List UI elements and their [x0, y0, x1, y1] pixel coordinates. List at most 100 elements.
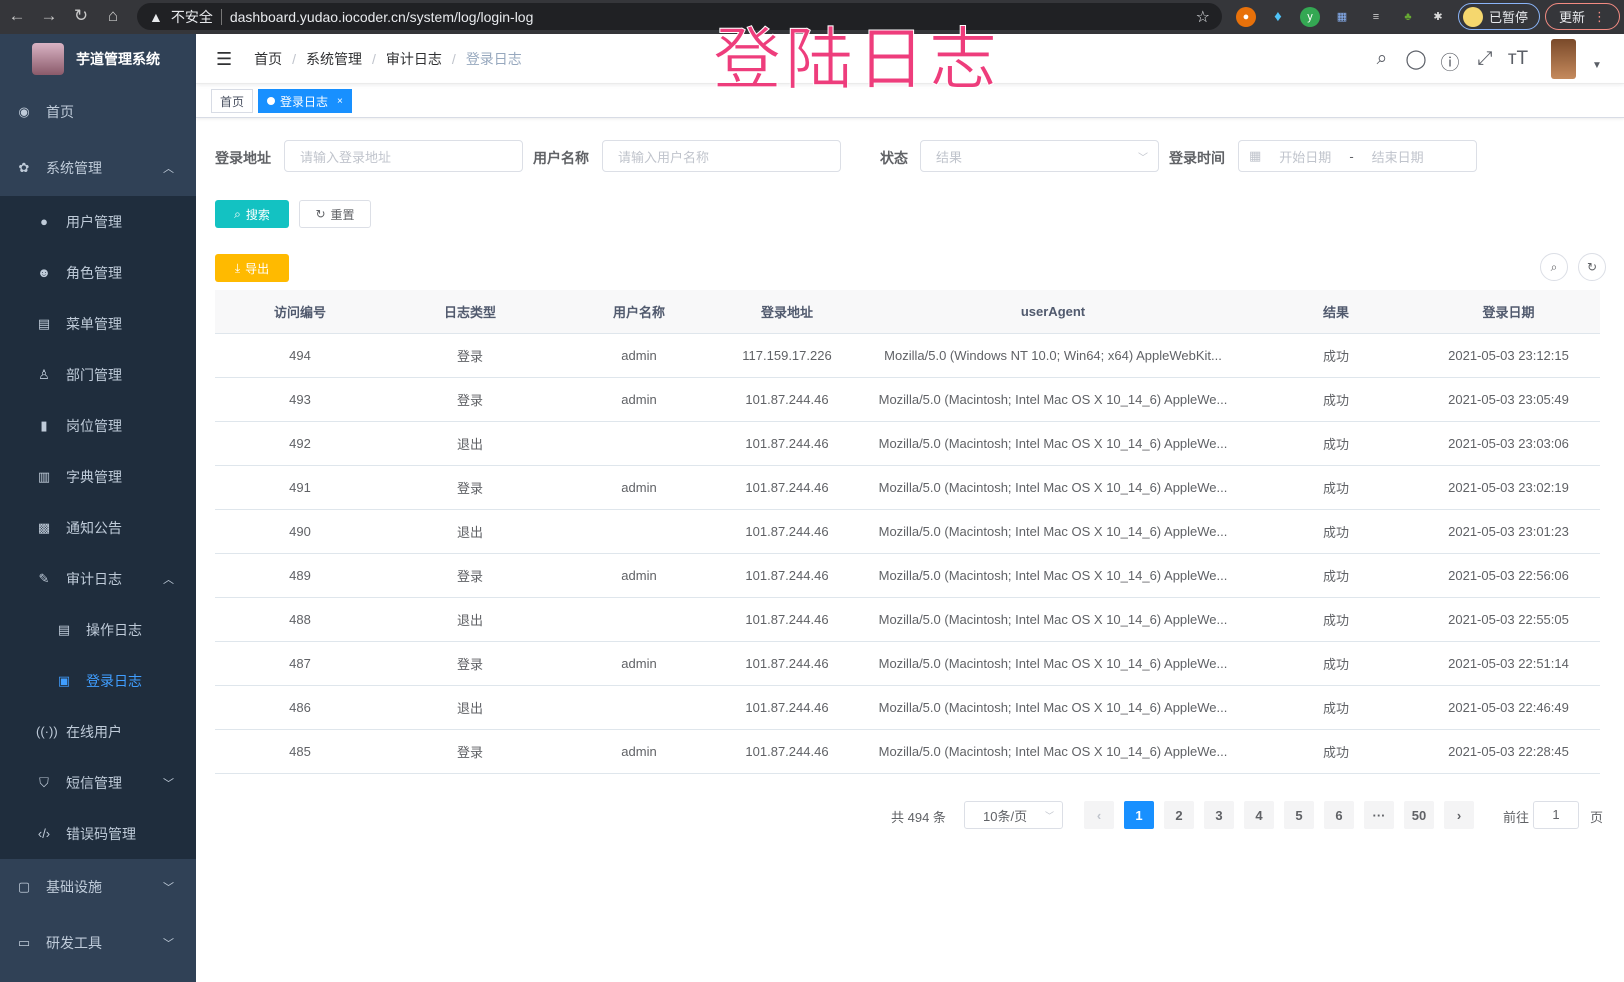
gem-extension-icon[interactable]: ♦	[1274, 8, 1282, 25]
username-input[interactable]: 请输入用户名称	[602, 140, 841, 172]
page-button[interactable]: ···	[1364, 801, 1394, 829]
grid-extension-icon[interactable]: ▦	[1336, 11, 1348, 23]
sidebar-item-menu[interactable]: ▤ 菜单管理	[0, 298, 196, 349]
sidebar-item-operate-log[interactable]: ▤ 操作日志	[0, 604, 196, 655]
help-icon[interactable]: ⓘ	[1440, 53, 1460, 74]
page-button[interactable]: 4	[1244, 801, 1274, 829]
export-button[interactable]: ⤓ 导出	[215, 254, 289, 282]
user-avatar[interactable]	[1551, 39, 1576, 79]
end-date[interactable]: 结束日期	[1371, 149, 1424, 165]
sidebar-item-user[interactable]: ● 用户管理	[0, 196, 196, 247]
sidebar-item-error-code[interactable]: ‹/› 错误码管理	[0, 808, 196, 859]
page-button[interactable]: 3	[1204, 801, 1234, 829]
column-header: 结果	[1255, 290, 1417, 334]
browser-toolbar: ← → ↻ ⌂ ▲ 不安全 dashboard.yudao.iocoder.cn…	[0, 0, 1624, 34]
reload-icon[interactable]: ↻	[73, 6, 89, 25]
range-separator: -	[1349, 148, 1354, 164]
sidebar-item-system[interactable]: ✿ 系统管理 ︿	[0, 140, 196, 196]
url-text[interactable]: dashboard.yudao.iocoder.cn/system/log/lo…	[229, 8, 534, 25]
status-select[interactable]: 结果 ﹀	[920, 140, 1159, 172]
caret-down-icon[interactable]: ▼	[1592, 60, 1602, 71]
table-cell: 登录	[385, 553, 555, 598]
hamburger-icon[interactable]: ☰	[216, 48, 233, 69]
label: 错误码管理	[66, 825, 136, 842]
forward-icon[interactable]: →	[40, 6, 58, 25]
page-button[interactable]: 6	[1324, 801, 1354, 829]
sidebar-item-login-log[interactable]: ▣ 登录日志	[0, 655, 196, 706]
label: 基础设施	[46, 879, 102, 895]
table-cell: 2021-05-03 23:02:19	[1417, 465, 1600, 510]
next-page-button[interactable]: ›	[1444, 801, 1474, 829]
date-range-picker[interactable]: ▦ 开始日期 - 结束日期	[1238, 140, 1477, 172]
page-button[interactable]: 50	[1404, 801, 1434, 829]
sidebar-item-tool[interactable]: ▭ 研发工具 ﹀	[0, 915, 196, 971]
profile-button[interactable]: 已暂停	[1458, 3, 1540, 30]
table-cell: 登录	[385, 465, 555, 510]
table-cell: 登录	[385, 333, 555, 378]
list-extension-icon[interactable]: ≡	[1372, 11, 1380, 23]
page-button[interactable]: 1	[1124, 801, 1154, 829]
prev-page-button[interactable]: ‹	[1084, 801, 1114, 829]
puzzle-icon[interactable]: ✱	[1433, 11, 1443, 23]
sidebar-item-post[interactable]: ▮ 岗位管理	[0, 400, 196, 451]
peoples-icon: ☻	[37, 265, 51, 280]
address-bar[interactable]: ▲ 不安全 dashboard.yudao.iocoder.cn/system/…	[137, 3, 1222, 30]
label: 用户管理	[66, 213, 122, 230]
search-icon: ⌕	[234, 206, 241, 221]
active-dot-icon	[267, 97, 275, 105]
extension-icon[interactable]: ●	[1236, 7, 1256, 27]
close-icon[interactable]: ×	[337, 95, 343, 107]
update-button[interactable]: 更新 ⋮	[1545, 3, 1620, 30]
profile-status: 已暂停	[1489, 10, 1529, 25]
page-button[interactable]: 2	[1164, 801, 1194, 829]
page-size-select[interactable]: 10条/页 ﹀	[964, 801, 1063, 829]
github-icon[interactable]: ◯	[1405, 49, 1427, 70]
sidebar-item-role[interactable]: ☻ 角色管理	[0, 247, 196, 298]
tag-login-log[interactable]: 登录日志 ×	[258, 89, 352, 113]
goto-page-input[interactable]: 1	[1533, 801, 1579, 829]
sidebar-item-online-user[interactable]: ((·)) 在线用户	[0, 706, 196, 757]
table-cell: 486	[215, 685, 385, 730]
table-cell: 493	[215, 377, 385, 422]
star-icon[interactable]: ☆	[1195, 8, 1210, 26]
tag-home[interactable]: 首页	[211, 89, 254, 113]
y-extension-icon[interactable]: y	[1300, 7, 1320, 27]
sidebar-item-dept[interactable]: ♙ 部门管理	[0, 349, 196, 400]
table-cell: 成功	[1255, 509, 1417, 554]
sidebar-item-sms[interactable]: ⛉ 短信管理 ﹀	[0, 757, 196, 808]
table-row: 489 登录 admin 101.87.244.46 Mozilla/5.0 (Maci…	[215, 553, 1600, 598]
search-icon[interactable]: ⌕	[1376, 48, 1388, 69]
leaf-extension-icon[interactable]: ♣	[1404, 11, 1412, 23]
back-icon[interactable]: ←	[8, 6, 26, 25]
font-size-icon[interactable]: ᴛT	[1507, 48, 1529, 69]
table-cell: 492	[215, 421, 385, 466]
toggle-search-button[interactable]: ⌕	[1540, 253, 1568, 281]
reset-button[interactable]: ↻ 重置	[299, 200, 371, 228]
table-cell: 490	[215, 509, 385, 554]
start-date[interactable]: 开始日期	[1279, 149, 1332, 165]
table-cell: 成功	[1255, 685, 1417, 730]
table-cell: 成功	[1255, 421, 1417, 466]
table-cell: 成功	[1255, 597, 1417, 642]
refresh-button[interactable]: ↻	[1578, 253, 1606, 281]
sidebar-item-infra[interactable]: ▢ 基础设施 ﹀	[0, 859, 196, 915]
breadcrumb-item[interactable]: 首页	[254, 51, 283, 67]
search-button[interactable]: ⌕ 搜索	[215, 200, 289, 228]
sidebar-item-dict[interactable]: ▥ 字典管理	[0, 451, 196, 502]
online-icon: ((·))	[36, 724, 58, 739]
sidebar-item-home[interactable]: ◉ 首页	[0, 84, 196, 140]
home-icon[interactable]: ⌂	[107, 6, 119, 25]
form-icon: ▤	[57, 621, 71, 637]
ip-input[interactable]: 请输入登录地址	[284, 140, 523, 172]
table-cell	[555, 509, 723, 554]
logo[interactable]: 芋道管理系统	[0, 34, 196, 84]
table-row: 492 退出 101.87.244.46 Mozilla/5.0 (Macintosh…	[215, 421, 1600, 466]
table-cell: Mozilla/5.0 (Windows NT 10.0; Win64; x64…	[851, 333, 1255, 378]
label: 研发工具	[46, 935, 102, 951]
sidebar-item-notice[interactable]: ▩ 通知公告	[0, 502, 196, 553]
sidebar-item-audit-log[interactable]: ✎ 审计日志 ︿	[0, 553, 196, 604]
page-button[interactable]: 5	[1284, 801, 1314, 829]
tree-icon: ♙	[38, 366, 50, 382]
fullscreen-icon[interactable]: ⤢	[1477, 48, 1493, 69]
label: 菜单管理	[66, 315, 122, 332]
